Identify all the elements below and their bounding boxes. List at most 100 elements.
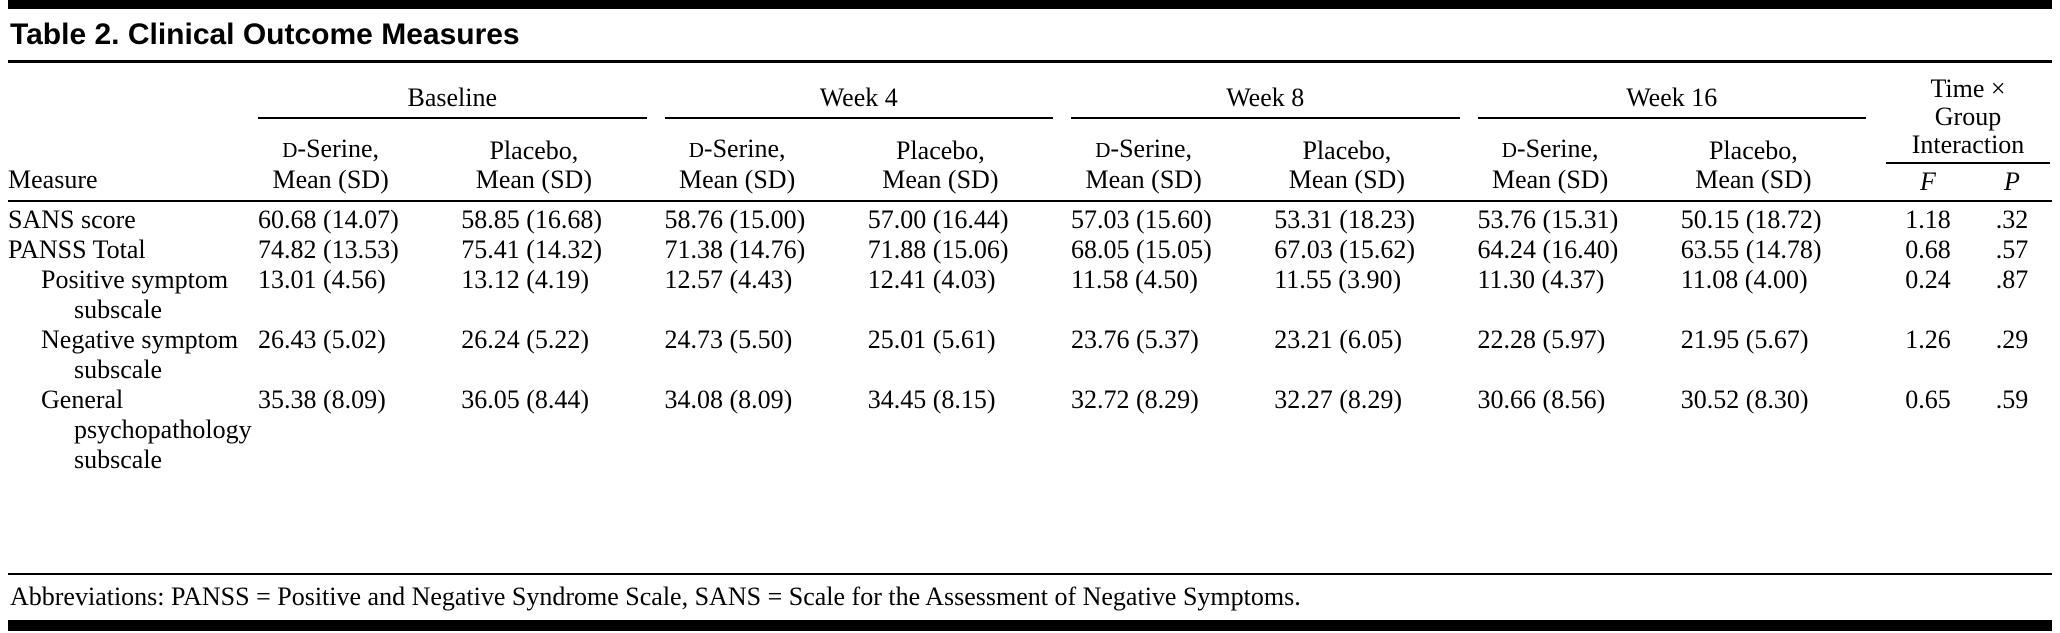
drug-name: -Serine, xyxy=(1516,134,1599,163)
value-cell: 26.43 (5.02) xyxy=(258,325,386,354)
interaction-line-3: Interaction xyxy=(1911,130,2025,159)
value-cell: 34.08 (8.09) xyxy=(664,385,793,414)
subheader-meansd-line: Mean (SD) xyxy=(272,165,389,194)
p-value-cell: .59 xyxy=(1995,385,2029,414)
measure-cell: SANS score xyxy=(8,205,136,234)
value-cell: 71.38 (14.76) xyxy=(664,235,806,264)
column-group-interaction: Time × Group Interaction F P xyxy=(1884,75,2052,196)
value-cell: 13.12 (4.19) xyxy=(461,265,590,294)
p-value-cell: .32 xyxy=(1995,205,2029,234)
column-header-f: F xyxy=(1920,167,1936,196)
column-group-week16: Week 16 xyxy=(1477,83,1866,119)
bottom-rule xyxy=(8,620,2052,631)
value-cell: 57.00 (16.44) xyxy=(867,205,1009,234)
table-row-positive-subscale: Positive symptom subscale 13.01 (4.56) 1… xyxy=(8,265,2052,325)
value-cell: 11.58 (4.50) xyxy=(1071,265,1198,294)
measure-cell: General psychopathology subscale xyxy=(41,385,252,474)
clinical-outcome-table: Measure Baseline Week 4 Week 8 Week 16 T… xyxy=(8,75,2052,475)
subheader-drug-line: D-Serine, xyxy=(1071,134,1216,165)
title-rule xyxy=(8,60,2052,63)
table-row-sans: SANS score 60.68 (14.07) 58.85 (16.68) 5… xyxy=(8,205,2052,235)
f-value-cell: 0.68 xyxy=(1905,235,1951,264)
column-header-dserine-week4: D-Serine, Mean (SD) xyxy=(665,126,868,196)
value-cell: 50.15 (18.72) xyxy=(1680,205,1822,234)
column-header-dserine-week8: D-Serine, Mean (SD) xyxy=(1071,126,1274,196)
fp-header-row: F P xyxy=(1884,164,2052,196)
subheader-drug-line: D-Serine, xyxy=(258,134,403,165)
value-cell: 24.73 (5.50) xyxy=(664,325,793,354)
p-value-cell: .57 xyxy=(1995,235,2029,264)
subheader-meansd-line: Mean (SD) xyxy=(475,165,592,194)
subheader-drug-line: D-Serine, xyxy=(1478,134,1623,165)
table-title: Table 2. Clinical Outcome Measures xyxy=(10,18,520,51)
value-cell: 64.24 (16.40) xyxy=(1477,235,1619,264)
p-value-cell: .87 xyxy=(1995,265,2029,294)
smallcap-d: D xyxy=(282,138,298,162)
header-rule xyxy=(8,200,2052,202)
value-cell: 34.45 (8.15) xyxy=(867,385,996,414)
column-header-p: P xyxy=(2004,167,2020,196)
value-cell: 67.03 (15.62) xyxy=(1274,235,1416,264)
column-header-dserine-week16: D-Serine, Mean (SD) xyxy=(1478,126,1681,196)
interaction-line-1: Time × xyxy=(1930,74,2006,103)
p-value-cell: .29 xyxy=(1995,325,2029,354)
value-cell: 12.41 (4.03) xyxy=(867,265,996,294)
value-cell: 11.55 (3.90) xyxy=(1274,265,1402,294)
value-cell: 71.88 (15.06) xyxy=(867,235,1009,264)
value-cell: 25.01 (5.61) xyxy=(867,325,996,354)
value-cell: 21.95 (5.67) xyxy=(1680,325,1809,354)
value-cell: 13.01 (4.56) xyxy=(258,265,386,294)
subheader-meansd-line: Mean (SD) xyxy=(1695,165,1812,194)
value-cell: 68.05 (15.05) xyxy=(1071,235,1212,264)
subheader-drug-line: Placebo, xyxy=(1302,136,1392,165)
column-header-placebo-week16: Placebo, Mean (SD) xyxy=(1681,128,1884,196)
subheader-drug-line: Placebo, xyxy=(895,136,985,165)
subheader-meansd-line: Mean (SD) xyxy=(882,165,999,194)
value-cell: 63.55 (14.78) xyxy=(1680,235,1822,264)
value-cell: 22.28 (5.97) xyxy=(1477,325,1606,354)
column-header-placebo-week8: Placebo, Mean (SD) xyxy=(1274,128,1477,196)
subheader-meansd-line: Mean (SD) xyxy=(1085,165,1202,194)
value-cell: 30.66 (8.56) xyxy=(1477,385,1606,414)
drug-name: -Serine, xyxy=(297,134,379,163)
value-cell: 32.72 (8.29) xyxy=(1071,385,1199,414)
value-cell: 36.05 (8.44) xyxy=(461,385,590,414)
subheader-meansd-line: Mean (SD) xyxy=(1491,165,1609,194)
smallcap-d: D xyxy=(1501,138,1517,162)
measure-cell: Negative symptom subscale xyxy=(41,325,239,384)
value-cell: 30.52 (8.30) xyxy=(1680,385,1809,414)
value-cell: 58.85 (16.68) xyxy=(461,205,603,234)
drug-name: -Serine, xyxy=(1110,134,1192,163)
value-cell: 11.08 (4.00) xyxy=(1680,265,1808,294)
column-header-dserine-baseline: D-Serine, Mean (SD) xyxy=(258,126,461,196)
f-value-cell: 0.24 xyxy=(1905,265,1951,294)
subheader-meansd-line: Mean (SD) xyxy=(1288,165,1405,194)
table-footer: Abbreviations: PANSS = Positive and Nega… xyxy=(8,573,2052,633)
table-row-general-subscale: General psychopathology subscale 35.38 (… xyxy=(8,385,2052,475)
value-cell: 75.41 (14.32) xyxy=(461,235,603,264)
interaction-line-2: Group xyxy=(1934,102,2002,131)
value-cell: 53.76 (15.31) xyxy=(1477,205,1619,234)
interaction-header-lines: Time × Group Interaction xyxy=(1886,75,2050,164)
value-cell: 12.57 (4.43) xyxy=(664,265,793,294)
smallcap-d: D xyxy=(1095,138,1111,162)
column-header-measure: Measure xyxy=(8,165,98,194)
f-value-cell: 0.65 xyxy=(1905,385,1951,414)
table-body: SANS score 60.68 (14.07) 58.85 (16.68) 5… xyxy=(8,202,2052,475)
column-group-week4: Week 4 xyxy=(664,83,1053,119)
subheader-meansd-line: Mean (SD) xyxy=(678,165,796,194)
subheader-drug-line: D-Serine, xyxy=(665,134,810,165)
value-cell: 23.76 (5.37) xyxy=(1071,325,1199,354)
value-cell: 26.24 (5.22) xyxy=(461,325,590,354)
value-cell: 60.68 (14.07) xyxy=(258,205,399,234)
value-cell: 53.31 (18.23) xyxy=(1274,205,1416,234)
footnote-rule xyxy=(8,573,2052,575)
column-header-placebo-baseline: Placebo, Mean (SD) xyxy=(461,128,664,196)
f-value-cell: 1.26 xyxy=(1905,325,1951,354)
column-group-week8: Week 8 xyxy=(1071,83,1460,119)
table-row-panss-total: PANSS Total 74.82 (13.53) 75.41 (14.32) … xyxy=(8,235,2052,265)
value-cell: 74.82 (13.53) xyxy=(258,235,399,264)
value-cell: 11.30 (4.37) xyxy=(1477,265,1605,294)
top-rule xyxy=(8,0,2052,9)
